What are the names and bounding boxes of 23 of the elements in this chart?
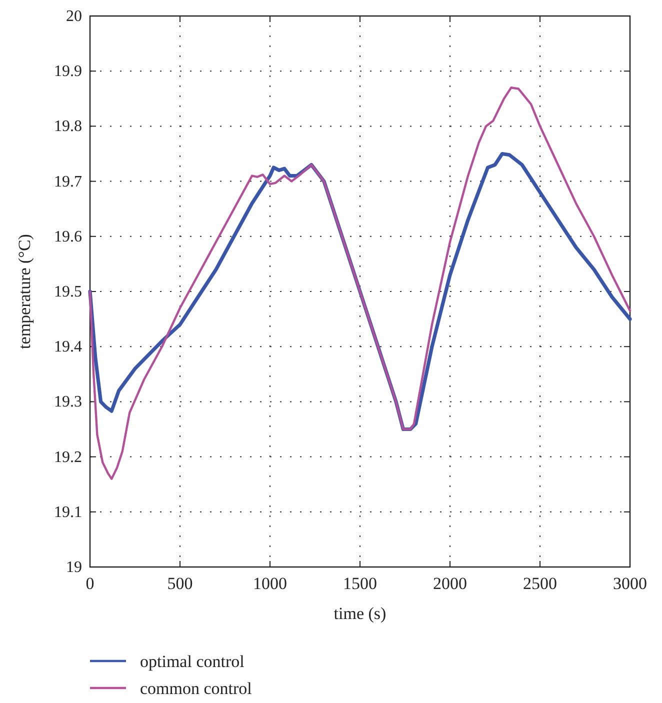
legend-label: common control <box>140 679 252 698</box>
y-tick-label: 19.1 <box>54 504 82 521</box>
x-tick-label: 500 <box>167 574 193 593</box>
x-tick-label: 3000 <box>613 574 647 593</box>
y-axis-title: temperature (°C) <box>15 234 34 349</box>
y-tick-label: 19 <box>66 559 82 576</box>
x-tick-label: 2500 <box>523 574 557 593</box>
x-tick-label: 2000 <box>433 574 467 593</box>
y-tick-label: 19.9 <box>54 63 82 80</box>
x-tick-label: 1500 <box>343 574 377 593</box>
line-series <box>88 86 632 480</box>
y-tick-label: 19.7 <box>54 173 82 190</box>
y-tick-label: 19.8 <box>54 118 82 136</box>
legend-label: optimal control <box>140 652 245 671</box>
y-tick-label: 19.3 <box>54 394 82 411</box>
x-tick-label: 1000 <box>253 574 287 593</box>
y-tick-label: 19.5 <box>54 284 82 300</box>
y-tick-label: 19.6 <box>54 228 82 246</box>
x-axis-title: time (s) <box>334 604 386 623</box>
y-tick-label: 19.4 <box>54 338 82 356</box>
y-tick-label: 19.2 <box>54 448 82 466</box>
x-tick-label: 0 <box>86 574 94 593</box>
y-tick-label: 20 <box>66 8 82 25</box>
